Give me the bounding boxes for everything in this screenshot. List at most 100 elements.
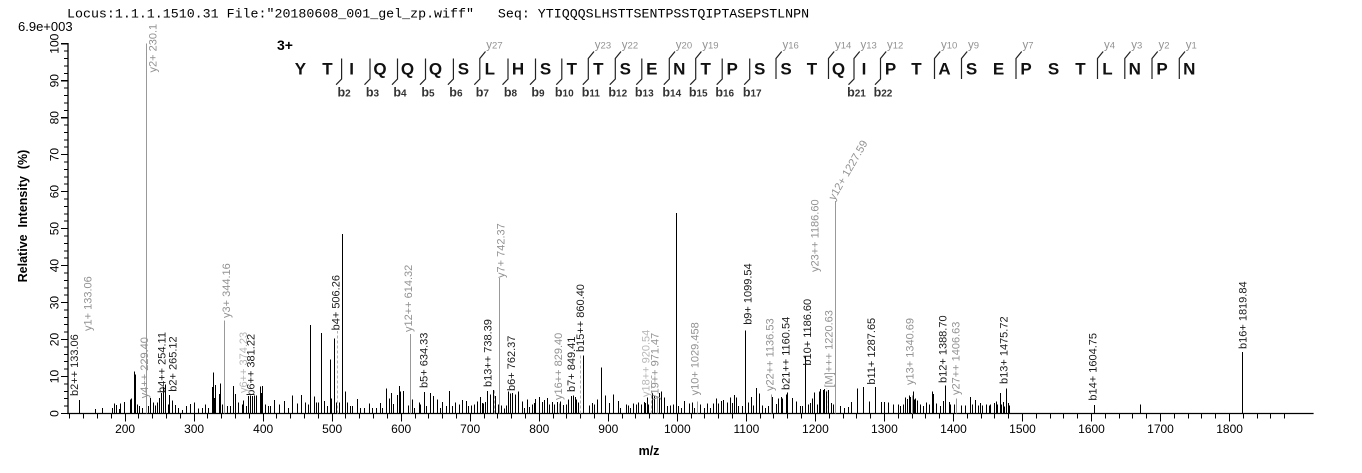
svg-text:P: P — [1156, 60, 1167, 79]
svg-text:H: H — [512, 60, 524, 79]
svg-text:b14+ 1604.75: b14+ 1604.75 — [1088, 333, 1100, 401]
svg-text:y12++ 614.32: y12++ 614.32 — [403, 265, 415, 332]
svg-text:100: 100 — [48, 33, 62, 53]
svg-text:N: N — [673, 60, 685, 79]
svg-text:Q: Q — [401, 60, 414, 79]
svg-text:P: P — [885, 60, 896, 79]
svg-text:y18++ 920.54: y18++ 920.54 — [641, 330, 653, 397]
svg-text:T: T — [701, 60, 712, 79]
svg-text:b8: b8 — [504, 86, 518, 100]
svg-text:1200: 1200 — [802, 422, 829, 436]
svg-text:I: I — [862, 60, 867, 79]
svg-text:Q: Q — [429, 60, 442, 79]
svg-text:b6: b6 — [449, 86, 463, 100]
svg-text:S: S — [620, 60, 631, 79]
svg-text:800: 800 — [529, 422, 549, 436]
svg-text:b15: b15 — [689, 86, 708, 100]
svg-text:y9: y9 — [968, 40, 979, 52]
svg-text:Y: Y — [295, 60, 307, 79]
svg-text:y10: y10 — [941, 40, 957, 52]
svg-text:b13+ 1475.72: b13+ 1475.72 — [999, 316, 1011, 384]
svg-text:Q: Q — [832, 60, 845, 79]
svg-text:700: 700 — [460, 422, 480, 436]
svg-text:b5+ 634.33: b5+ 634.33 — [418, 333, 430, 388]
svg-text:S: S — [458, 60, 469, 79]
svg-text:b17: b17 — [743, 86, 762, 100]
svg-text:y20: y20 — [676, 40, 692, 52]
svg-text:70: 70 — [48, 148, 62, 162]
svg-text:S: S — [780, 60, 791, 79]
svg-text:b21++ 1160.54: b21++ 1160.54 — [781, 317, 793, 390]
svg-text:0: 0 — [48, 410, 62, 417]
svg-text:y10+ 1029.458: y10+ 1029.458 — [690, 322, 702, 395]
svg-text:y2+ 230.1: y2+ 230.1 — [148, 24, 160, 73]
svg-text:y16: y16 — [783, 40, 799, 52]
svg-text:y14: y14 — [835, 40, 851, 52]
svg-text:T: T — [911, 60, 922, 79]
svg-text:T: T — [593, 60, 604, 79]
svg-text:80: 80 — [48, 111, 62, 125]
svg-text:b5: b5 — [421, 86, 435, 100]
svg-text:S: S — [966, 60, 977, 79]
svg-text:y27: y27 — [486, 40, 502, 52]
svg-text:400: 400 — [253, 422, 273, 436]
svg-text:I: I — [349, 60, 354, 79]
svg-text:Locus:1.1.1.1510.31 File:"2018: Locus:1.1.1.1510.31 File:"20180608_001_g… — [67, 7, 809, 22]
svg-text:y12: y12 — [887, 40, 903, 52]
svg-text:y1: y1 — [1186, 40, 1197, 52]
svg-text:900: 900 — [598, 422, 618, 436]
svg-text:m/z: m/z — [639, 444, 660, 458]
svg-text:S: S — [540, 60, 551, 79]
svg-text:b12: b12 — [608, 86, 627, 100]
svg-text:b2: b2 — [337, 86, 351, 100]
svg-text:b3: b3 — [366, 86, 380, 100]
svg-text:E: E — [993, 60, 1004, 79]
svg-text:1000: 1000 — [664, 422, 691, 436]
svg-text:y23++ 1186.60: y23++ 1186.60 — [810, 199, 822, 272]
svg-text:b13: b13 — [635, 86, 654, 100]
svg-text:1600: 1600 — [1078, 422, 1105, 436]
svg-text:y13: y13 — [861, 40, 877, 52]
svg-text:b7+ 849.41: b7+ 849.41 — [566, 337, 578, 392]
svg-text:b16: b16 — [715, 86, 734, 100]
svg-text:1700: 1700 — [1147, 422, 1174, 436]
svg-text:1300: 1300 — [871, 422, 898, 436]
svg-text:b14: b14 — [662, 86, 681, 100]
svg-text:1400: 1400 — [940, 422, 967, 436]
svg-text:Relative Intensity (%): Relative Intensity (%) — [16, 150, 30, 283]
svg-text:30: 30 — [48, 296, 62, 310]
svg-text:60: 60 — [48, 185, 62, 199]
svg-text:b2+ 265.12: b2+ 265.12 — [168, 336, 180, 391]
svg-text:3+: 3+ — [277, 37, 293, 53]
svg-text:40: 40 — [48, 259, 62, 273]
svg-text:[M]+++ 1220.63: [M]+++ 1220.63 — [823, 310, 835, 387]
svg-text:600: 600 — [391, 422, 411, 436]
svg-text:P: P — [727, 60, 738, 79]
svg-text:y2: y2 — [1159, 40, 1170, 52]
svg-text:1100: 1100 — [733, 422, 759, 436]
svg-text:y13+ 1340.69: y13+ 1340.69 — [905, 318, 917, 385]
svg-text:y1+ 133.06: y1+ 133.06 — [83, 276, 95, 331]
svg-text:b2++ 133.06: b2++ 133.06 — [69, 334, 81, 396]
svg-text:b22: b22 — [874, 86, 893, 100]
svg-text:y27++ 1406.63: y27++ 1406.63 — [951, 322, 963, 395]
svg-text:b6++ 381.22: b6++ 381.22 — [245, 334, 257, 396]
svg-text:20: 20 — [48, 333, 62, 347]
svg-text:1800: 1800 — [1216, 422, 1243, 436]
svg-text:y4++ 229.40: y4++ 229.40 — [139, 337, 151, 398]
svg-text:y3+ 344.16: y3+ 344.16 — [221, 263, 233, 318]
svg-text:y22++ 1136.53: y22++ 1136.53 — [765, 318, 777, 391]
svg-text:S: S — [754, 60, 765, 79]
svg-text:T: T — [567, 60, 578, 79]
svg-text:L: L — [1102, 60, 1112, 79]
svg-text:y7: y7 — [1023, 40, 1034, 52]
svg-text:y22: y22 — [622, 40, 638, 52]
svg-text:y6++ 374.23: y6++ 374.23 — [238, 332, 250, 393]
svg-text:b11+ 1287.65: b11+ 1287.65 — [866, 318, 878, 385]
svg-text:y4: y4 — [1104, 40, 1115, 52]
svg-text:A: A — [938, 60, 950, 79]
svg-text:1500: 1500 — [1009, 422, 1036, 436]
svg-text:b6+ 762.37: b6+ 762.37 — [506, 336, 518, 391]
svg-text:b11: b11 — [582, 86, 601, 100]
svg-text:50: 50 — [48, 222, 62, 236]
